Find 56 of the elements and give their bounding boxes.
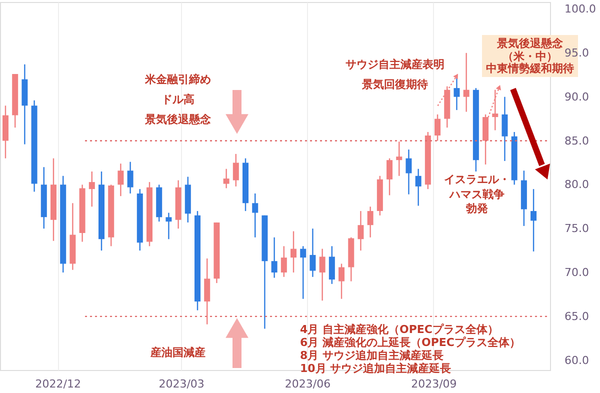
candlestick [502,96,508,162]
y-tick-label: 85.0 [564,134,589,148]
annotation: 景気回復期待 [361,78,428,91]
y-tick-label: 65.0 [564,310,589,323]
candlestick [358,210,364,252]
annotation: 4月 自主減産強化（OPECプラス全体） [300,323,498,336]
candlestick [310,228,316,278]
x-tick-label: 2023/06 [284,378,331,390]
candlestick [396,141,402,176]
candlestick [386,158,393,196]
candlestick [118,163,124,197]
annotation: 6月 減産強化の上延長（OPECプラス全体） [300,336,520,349]
annotation: 中東情勢緩和期待 [486,62,574,75]
candlestick [530,188,537,252]
candlestick [127,161,134,194]
candlestick [300,246,306,300]
candlestick [338,263,345,300]
annotation: 8月 サウジ追加自主減産延長 [300,349,444,362]
candlestick [204,258,210,325]
candlestick [434,114,441,142]
candlestick [88,170,95,208]
candlestick [367,206,374,238]
annotation: 10月 サウジ追加自主減産延長 [300,362,452,375]
y-tick-label: 80.0 [564,178,589,192]
candlestick [290,230,297,274]
candlestick [166,212,172,240]
candlestick [271,236,278,278]
x-tick-label: 2023/09 [411,378,457,390]
candlestick [463,52,470,112]
annotation: 米金融引締め [144,73,211,86]
annotation: 産油国減産 [150,346,206,359]
annotation: サウジ自主減産表明 [346,58,444,71]
candlestick [252,192,258,238]
x-tick-label: 2022/12 [35,378,81,390]
x-tick-label: 2023/03 [158,378,204,390]
candlestick [492,89,498,131]
y-tick-label: 95.0 [564,46,589,60]
candlestick [232,153,239,188]
candlestick [319,248,326,302]
y-tick-label: 90.0 [564,90,589,104]
candlestick [406,148,412,195]
y-tick-label: 60.0 [564,354,589,367]
annotation: （米・中） [502,50,558,63]
candlestick [415,168,422,206]
y-tick-label: 75.0 [564,222,589,236]
y-tick-label: 100.0 [564,2,596,16]
annotation: 景気後退懸念 [496,37,564,50]
candlestick [223,168,230,189]
candlestick [280,246,287,278]
annotation: 景気後退懸念 [144,113,212,126]
annotation: 勃発 [466,202,489,215]
annotation: ハマス戦争 [448,188,504,201]
annotation: ドル高 [162,93,194,106]
annotation: イスラエル・ [444,173,510,186]
y-tick-label: 70.0 [564,266,589,280]
candlestick [328,246,335,285]
